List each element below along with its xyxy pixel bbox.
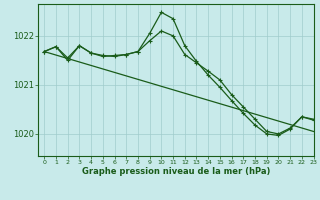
- X-axis label: Graphe pression niveau de la mer (hPa): Graphe pression niveau de la mer (hPa): [82, 167, 270, 176]
